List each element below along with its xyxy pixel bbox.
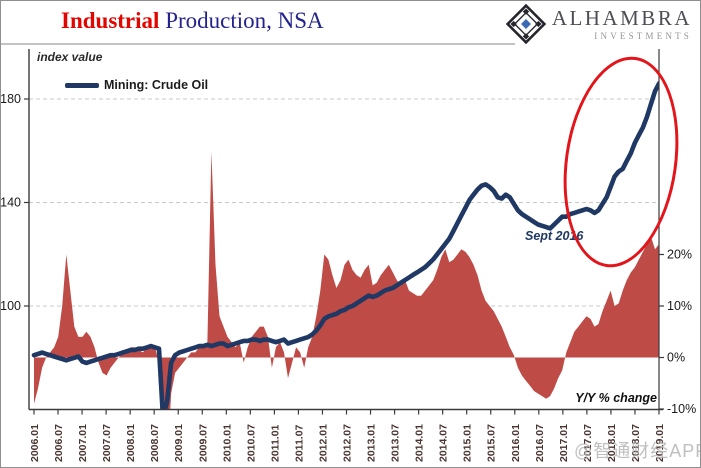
x-axis-tick-label: 2009.01 [173, 424, 185, 462]
x-axis-tick-label: 2010.01 [221, 424, 233, 462]
legend-label: Mining: Crude Oil [104, 78, 209, 92]
right-axis-tick-label: 10% [667, 299, 692, 313]
alhambra-diamond-icon [505, 4, 546, 44]
logo-subtitle: INVESTMENTS [594, 31, 692, 41]
right-axis-tick-label: 20% [667, 248, 692, 262]
x-axis-tick-label: 2007.01 [77, 424, 89, 462]
x-axis-tick-label: 2012.07 [342, 424, 354, 462]
x-axis-tick-label: 2008.07 [149, 424, 161, 462]
x-axis-tick-label: 2019.01 [654, 424, 666, 462]
yoy-change-area-series [34, 151, 659, 410]
chart-title-rest: Production, NSA [159, 8, 324, 33]
x-axis-tick-label: 2018.01 [606, 424, 618, 462]
x-axis-tick-label: 2016.01 [510, 424, 522, 462]
alhambra-logo: ALHAMBRA INVESTMENTS [505, 4, 692, 44]
x-axis-tick-label: 2009.07 [197, 424, 209, 462]
right-axis-unit-label: Y/Y % change [575, 391, 657, 405]
legend-line-swatch [65, 82, 99, 88]
x-axis-tick-label: 2011.07 [293, 424, 305, 462]
x-axis-tick-label: 2015.07 [486, 424, 498, 462]
crude-oil-index-line-series [31, 81, 659, 410]
x-axis-tick-label: 2018.07 [630, 424, 642, 462]
chart-title: Industrial Production, NSA [61, 6, 324, 36]
legend: Mining: Crude Oil [65, 78, 208, 92]
logo-text: ALHAMBRA INVESTMENTS [552, 6, 692, 42]
left-axis-tick-label: 100 [1, 299, 21, 313]
x-axis-tick-label: 2017.07 [582, 424, 594, 462]
x-axis-tick-label: 2011.01 [269, 424, 281, 462]
x-axis-tick-label: 2013.07 [390, 424, 402, 462]
x-axis-tick-label: 2015.01 [462, 424, 474, 462]
x-axis-tick-label: 2007.07 [101, 424, 113, 462]
chart-title-word-red: Industrial [61, 8, 160, 33]
right-axis-tick-label: 0% [667, 351, 685, 365]
logo-name: ALHAMBRA [551, 6, 692, 30]
x-axis-tick-label: 2014.07 [438, 424, 450, 462]
x-axis-tick-label: 2014.01 [414, 424, 426, 462]
x-axis-tick-label: 2012.01 [317, 424, 329, 462]
watermark: @智通财经APP [574, 441, 701, 461]
x-axis-tick-label: 2016.07 [534, 424, 546, 462]
x-axis-tick-label: 2017.01 [558, 424, 570, 462]
left-axis-tick-label: 140 [1, 196, 21, 210]
x-axis-tick-label: 2006.01 [29, 424, 41, 462]
x-axis-tick-label: 2013.01 [366, 424, 378, 462]
x-axis-tick-label: 2008.01 [125, 424, 137, 462]
x-axis-tick-label: 2006.07 [53, 424, 65, 462]
right-axis-tick-label: -10% [667, 402, 696, 416]
sept-2016-annotation: Sept 2016 [525, 229, 584, 243]
x-axis-tick-label: 2010.07 [245, 424, 257, 462]
left-axis-unit-label: index value [37, 50, 103, 64]
header-divider [1, 43, 515, 45]
left-axis-tick-label: 180 [1, 92, 21, 106]
